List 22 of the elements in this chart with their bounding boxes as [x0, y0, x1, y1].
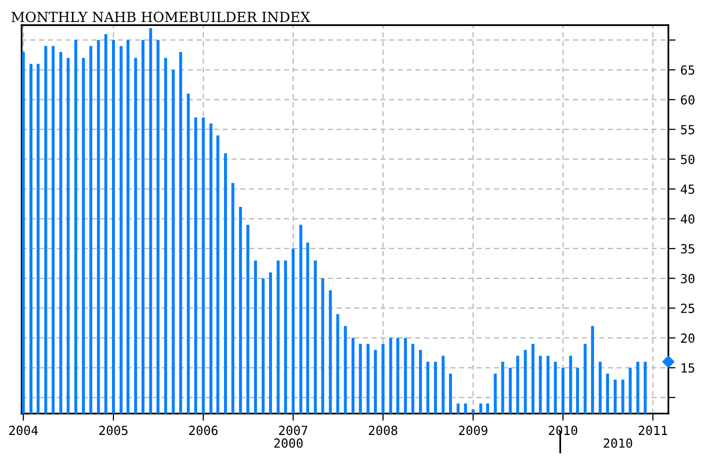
y-tick-label: 45: [680, 184, 694, 194]
chart-title: MONTHLY NAHB HOMEBUILDER INDEX: [12, 12, 310, 22]
y-tick-label: 15: [682, 363, 694, 373]
y-tick-label: 20: [681, 333, 694, 343]
y-tick-label: 40: [680, 214, 694, 224]
x-tick-label: 2005: [99, 426, 128, 436]
x-tick-label: 2011: [638, 426, 668, 436]
y-tick-label: 55: [681, 125, 694, 134]
text: 2010: [604, 438, 632, 448]
x-tick-label: 2006: [189, 426, 218, 436]
y-tick-label: 35: [681, 244, 694, 254]
x-tick-label: 2004: [9, 426, 38, 436]
y-tick-label: 25: [681, 304, 694, 314]
y-tick-label: 50: [681, 154, 694, 164]
x-tick-label: 2007: [279, 426, 308, 436]
x-tick-label: 2009: [459, 426, 488, 436]
x-tick-label: 2010: [548, 426, 578, 436]
x-tick-label: 2008: [368, 426, 398, 436]
y-tick-label: 65: [680, 65, 694, 75]
y-tick-label: 30: [681, 274, 694, 284]
y-tick-label: 60: [680, 95, 694, 105]
text: 2000: [274, 438, 303, 448]
